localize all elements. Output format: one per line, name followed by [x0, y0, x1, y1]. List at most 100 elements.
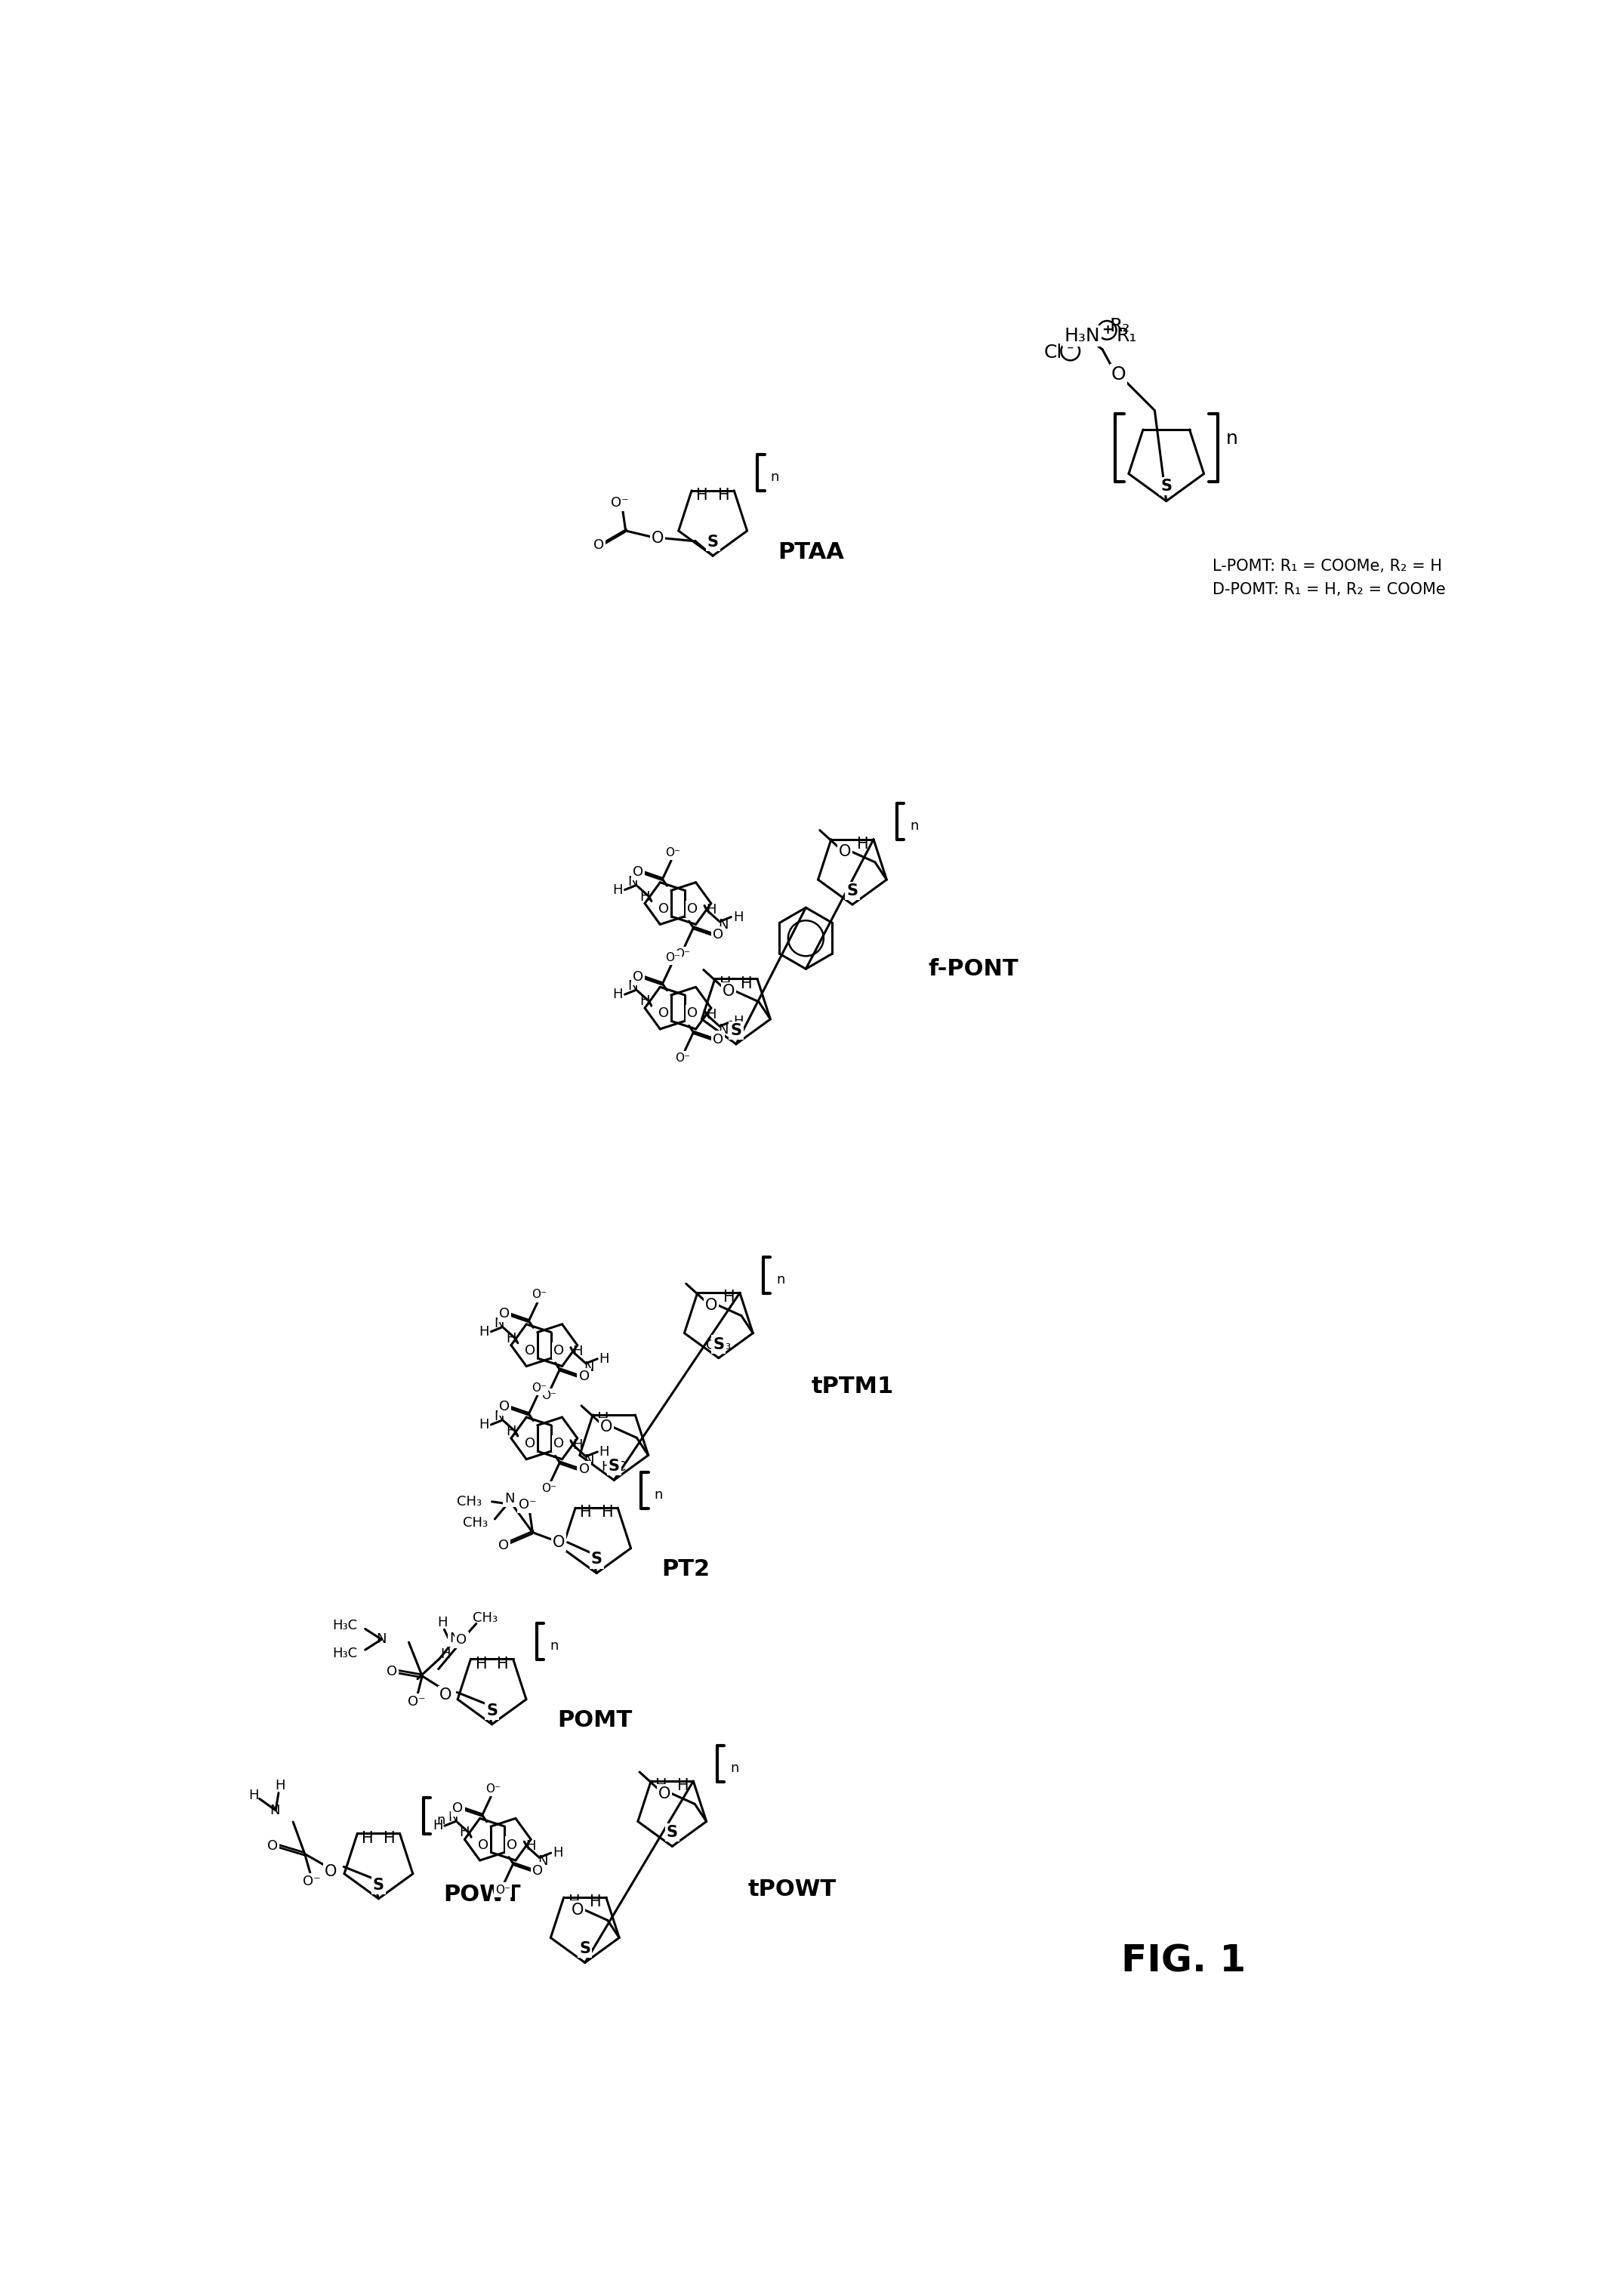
Text: n: n	[771, 471, 780, 484]
Text: PTAA: PTAA	[778, 542, 844, 563]
Text: D-POMT: R₁ = H, R₂ = COOMe: D-POMT: R₁ = H, R₂ = COOMe	[1213, 581, 1445, 597]
Text: O: O	[578, 1371, 590, 1382]
Text: O: O	[525, 1437, 536, 1451]
Text: H: H	[601, 1504, 614, 1520]
Text: N: N	[585, 1359, 594, 1373]
Text: O: O	[572, 1903, 583, 1917]
Text: S: S	[846, 884, 857, 898]
Text: O⁻: O⁻	[542, 1389, 557, 1401]
Text: ⁻: ⁻	[1067, 344, 1073, 358]
Text: N: N	[448, 1812, 458, 1825]
Text: O: O	[552, 1534, 565, 1550]
Text: O: O	[387, 1665, 398, 1678]
Text: S: S	[666, 1825, 677, 1839]
Text: N: N	[377, 1632, 387, 1646]
Text: H: H	[568, 1894, 580, 1910]
Text: tPTM1: tPTM1	[812, 1375, 895, 1398]
Text: N: N	[628, 875, 638, 889]
Text: H: H	[274, 1779, 286, 1793]
Text: O: O	[713, 928, 723, 941]
Text: H: H	[479, 1325, 489, 1339]
Text: H₃C: H₃C	[331, 1646, 357, 1660]
Text: POWT: POWT	[443, 1885, 521, 1906]
Text: H: H	[846, 884, 857, 900]
Text: O⁻: O⁻	[542, 1483, 557, 1495]
Text: O: O	[453, 1802, 463, 1814]
Text: H: H	[706, 1008, 716, 1022]
Text: N: N	[538, 1855, 547, 1869]
Text: H: H	[497, 1655, 508, 1671]
Text: S: S	[591, 1552, 603, 1566]
Text: O: O	[438, 1688, 451, 1704]
Text: O: O	[723, 983, 734, 999]
Text: O: O	[554, 1437, 564, 1451]
Text: S: S	[713, 1336, 724, 1352]
Text: O: O	[658, 1786, 671, 1800]
Text: H: H	[656, 1779, 667, 1793]
Text: O: O	[658, 902, 669, 916]
Text: H: H	[612, 884, 624, 895]
Text: O⁻: O⁻	[302, 1876, 320, 1890]
Text: H: H	[362, 1830, 374, 1846]
Text: N: N	[628, 980, 638, 994]
Text: H: H	[640, 994, 650, 1008]
Text: N: N	[718, 1024, 728, 1035]
Text: H: H	[383, 1830, 395, 1846]
Text: O⁻: O⁻	[666, 847, 680, 859]
Text: H: H	[476, 1655, 487, 1671]
Text: O: O	[499, 1306, 510, 1320]
Text: O: O	[713, 1033, 723, 1047]
Text: H: H	[612, 987, 624, 1001]
Text: H: H	[741, 976, 752, 992]
Text: O: O	[687, 1006, 698, 1019]
Text: H: H	[505, 1426, 516, 1437]
Text: n: n	[731, 1761, 739, 1775]
Text: O: O	[554, 1343, 564, 1357]
Text: N: N	[585, 1453, 594, 1467]
Text: O⁻: O⁻	[495, 1885, 510, 1896]
Text: H: H	[706, 902, 716, 916]
Text: O⁻: O⁻	[531, 1382, 547, 1394]
Text: L-POMT: R₁ = COOMe, R₂ = H: L-POMT: R₁ = COOMe, R₂ = H	[1213, 558, 1442, 574]
Text: O⁻: O⁻	[408, 1694, 425, 1708]
Text: O⁻: O⁻	[676, 948, 690, 960]
Text: n: n	[776, 1272, 784, 1286]
Text: H: H	[248, 1789, 258, 1802]
Text: H: H	[526, 1839, 536, 1853]
Text: N: N	[494, 1410, 505, 1424]
Text: n: n	[1226, 429, 1237, 448]
Text: H: H	[432, 1818, 443, 1832]
Text: N: N	[270, 1805, 279, 1816]
Text: O: O	[687, 902, 698, 916]
Text: H: H	[723, 1290, 736, 1304]
Text: H: H	[697, 487, 708, 503]
Text: O: O	[838, 845, 851, 859]
Text: H: H	[719, 976, 731, 992]
Text: H: H	[857, 836, 869, 852]
Text: H₃C: H₃C	[601, 1460, 627, 1474]
Text: H: H	[598, 1412, 609, 1428]
Text: O: O	[705, 1297, 718, 1313]
Text: +: +	[1101, 324, 1112, 338]
Text: H: H	[573, 1345, 583, 1359]
Text: CH₃: CH₃	[463, 1515, 487, 1529]
Text: N: N	[718, 918, 728, 932]
Text: O: O	[477, 1839, 489, 1851]
Text: O: O	[1111, 365, 1125, 383]
Text: H₃N: H₃N	[1064, 326, 1099, 344]
Text: R₁: R₁	[1116, 326, 1137, 344]
Text: S: S	[609, 1458, 620, 1474]
Text: O: O	[325, 1864, 338, 1878]
Text: O⁻: O⁻	[486, 1784, 500, 1795]
Text: N: N	[450, 1632, 460, 1644]
Text: H: H	[460, 1825, 469, 1839]
Text: H: H	[732, 1015, 744, 1029]
Text: CH₃: CH₃	[456, 1495, 482, 1508]
Text: n: n	[437, 1814, 445, 1828]
Text: H: H	[677, 1779, 689, 1793]
Text: PT2: PT2	[661, 1559, 710, 1580]
Text: H: H	[573, 1437, 583, 1451]
Text: H: H	[580, 1504, 591, 1520]
Text: O⁻: O⁻	[676, 1054, 690, 1063]
Text: O: O	[601, 1419, 612, 1435]
